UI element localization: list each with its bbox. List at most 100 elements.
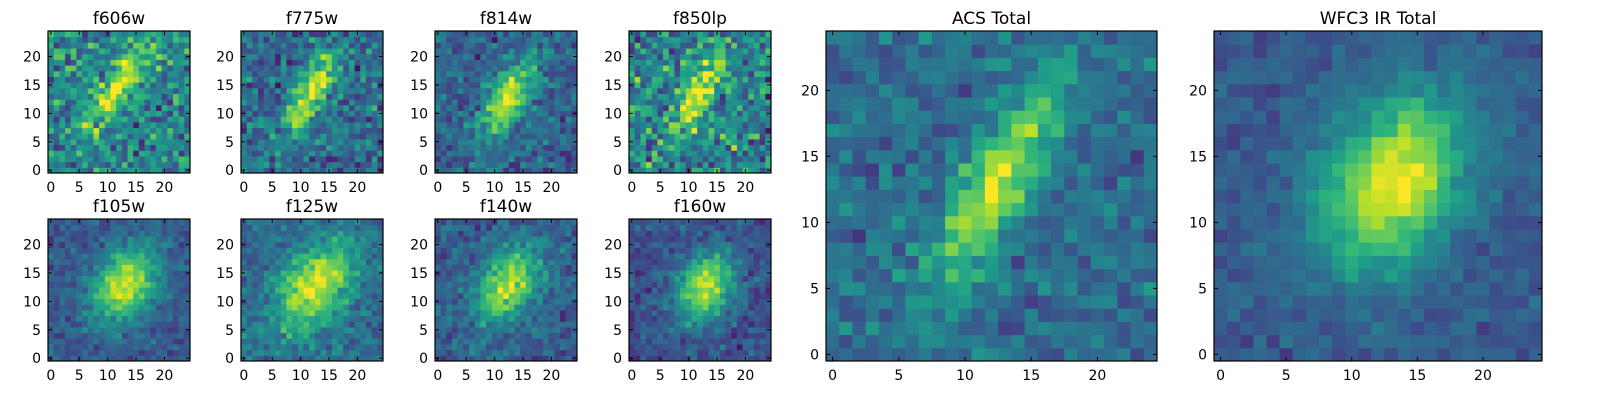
- heatmap-cell: [365, 48, 373, 55]
- heatmap-cell: [144, 133, 151, 140]
- heatmap-cell: [326, 224, 333, 231]
- heatmap-cell: [520, 65, 527, 72]
- heatmap-cell: [685, 281, 692, 288]
- heatmap-cell: [110, 155, 117, 163]
- heatmap-cell: [348, 332, 356, 339]
- heatmap-cell: [303, 236, 310, 243]
- heatmap-cell: [110, 42, 117, 49]
- heatmap-cell: [280, 258, 287, 265]
- heatmap-cell: [82, 349, 89, 356]
- heatmap-cell: [748, 332, 755, 339]
- heatmap-cell: [297, 36, 304, 43]
- heatmap-cell: [457, 127, 464, 134]
- heatmap-cell: [542, 304, 550, 311]
- heatmap-cell: [172, 236, 180, 243]
- heatmap-cell: [343, 264, 350, 271]
- heatmap-cell: [76, 292, 83, 300]
- heatmap-cell: [116, 241, 123, 248]
- heatmap-cell: [748, 150, 755, 157]
- heatmap-cell: [640, 298, 647, 305]
- heatmap-cell: [104, 287, 111, 294]
- heatmap-cell: [343, 99, 350, 106]
- heatmap-cell: [320, 104, 327, 112]
- heatmap-cell: [668, 332, 675, 339]
- heatmap-cell: [53, 99, 60, 106]
- heatmap-cell: [525, 82, 533, 89]
- heatmap-cell: [548, 150, 555, 157]
- heatmap-cell: [537, 287, 544, 294]
- heatmap-cell: [542, 349, 550, 356]
- heatmap-cell: [354, 133, 361, 140]
- heatmap-cell: [150, 127, 157, 134]
- heatmap-cell: [360, 224, 367, 231]
- heatmap-cell: [82, 241, 89, 248]
- heatmap-cell: [59, 321, 66, 328]
- heatmap-cell: [155, 99, 163, 106]
- heatmap-cell: [297, 332, 304, 339]
- heatmap-cell: [53, 104, 60, 112]
- heatmap-cell: [337, 264, 344, 271]
- heatmap-cell: [155, 332, 163, 339]
- heatmap-cell: [446, 298, 453, 305]
- heatmap-cell: [719, 150, 727, 157]
- heatmap-cell: [514, 144, 521, 151]
- heatmap-cell: [93, 48, 100, 55]
- heatmap-cell: [269, 253, 276, 260]
- heatmap-cell: [161, 65, 168, 72]
- heatmap-cell: [292, 104, 299, 112]
- heatmap-cell: [116, 281, 123, 288]
- heatmap-cell: [714, 82, 721, 89]
- heatmap-cell: [548, 133, 555, 140]
- heatmap-cell: [765, 121, 772, 129]
- heatmap-cell: [646, 309, 653, 317]
- heatmap-cell: [320, 133, 327, 140]
- heatmap-cell: [377, 219, 384, 226]
- heatmap-cell: [167, 65, 174, 72]
- heatmap-cell: [452, 116, 459, 123]
- heatmap-cell: [514, 121, 521, 129]
- heatmap-cell: [263, 224, 270, 231]
- heatmap-cell: [486, 161, 493, 168]
- heatmap-cell: [121, 121, 129, 129]
- heatmap-cell: [446, 253, 453, 260]
- heatmap-cell: [446, 326, 453, 334]
- heatmap-cell: [668, 87, 675, 94]
- heatmap-cell: [252, 281, 259, 288]
- heatmap-cell: [297, 93, 304, 100]
- heatmap-cell: [87, 219, 94, 226]
- heatmap-cell: [435, 230, 442, 237]
- heatmap-cell: [150, 287, 157, 294]
- heatmap-cell: [93, 36, 100, 43]
- heatmap-cell: [104, 349, 111, 356]
- heatmap-cell: [303, 304, 310, 311]
- heatmap-cell: [753, 315, 761, 322]
- heatmap-cell: [70, 167, 77, 174]
- heatmap-cell: [292, 253, 299, 260]
- heatmap-cell: [497, 104, 504, 112]
- heatmap-cell: [531, 258, 538, 265]
- heatmap-cell: [70, 247, 77, 254]
- y-tick-label: 15: [410, 78, 428, 94]
- heatmap-cell: [446, 236, 453, 243]
- heatmap-cell: [172, 59, 180, 66]
- heatmap-cell: [178, 343, 185, 351]
- heatmap-cell: [765, 127, 772, 134]
- heatmap-cell: [554, 270, 561, 277]
- heatmap-cell: [680, 70, 687, 77]
- heatmap-cell: [514, 304, 521, 311]
- heatmap-cell: [48, 338, 55, 345]
- heatmap-cell: [76, 48, 83, 55]
- heatmap-cell: [155, 253, 163, 260]
- heatmap-cell: [246, 258, 253, 265]
- heatmap-cell: [674, 343, 681, 351]
- heatmap-cell: [337, 31, 344, 38]
- heatmap-cell: [138, 304, 146, 311]
- heatmap-cell: [759, 116, 766, 123]
- heatmap-cell: [331, 155, 339, 163]
- heatmap-cell: [144, 87, 151, 94]
- heatmap-cell: [748, 87, 755, 94]
- heatmap-cell: [708, 53, 715, 60]
- heatmap-cell: [474, 167, 481, 174]
- heatmap-cell: [491, 42, 498, 49]
- heatmap-cell: [514, 167, 521, 174]
